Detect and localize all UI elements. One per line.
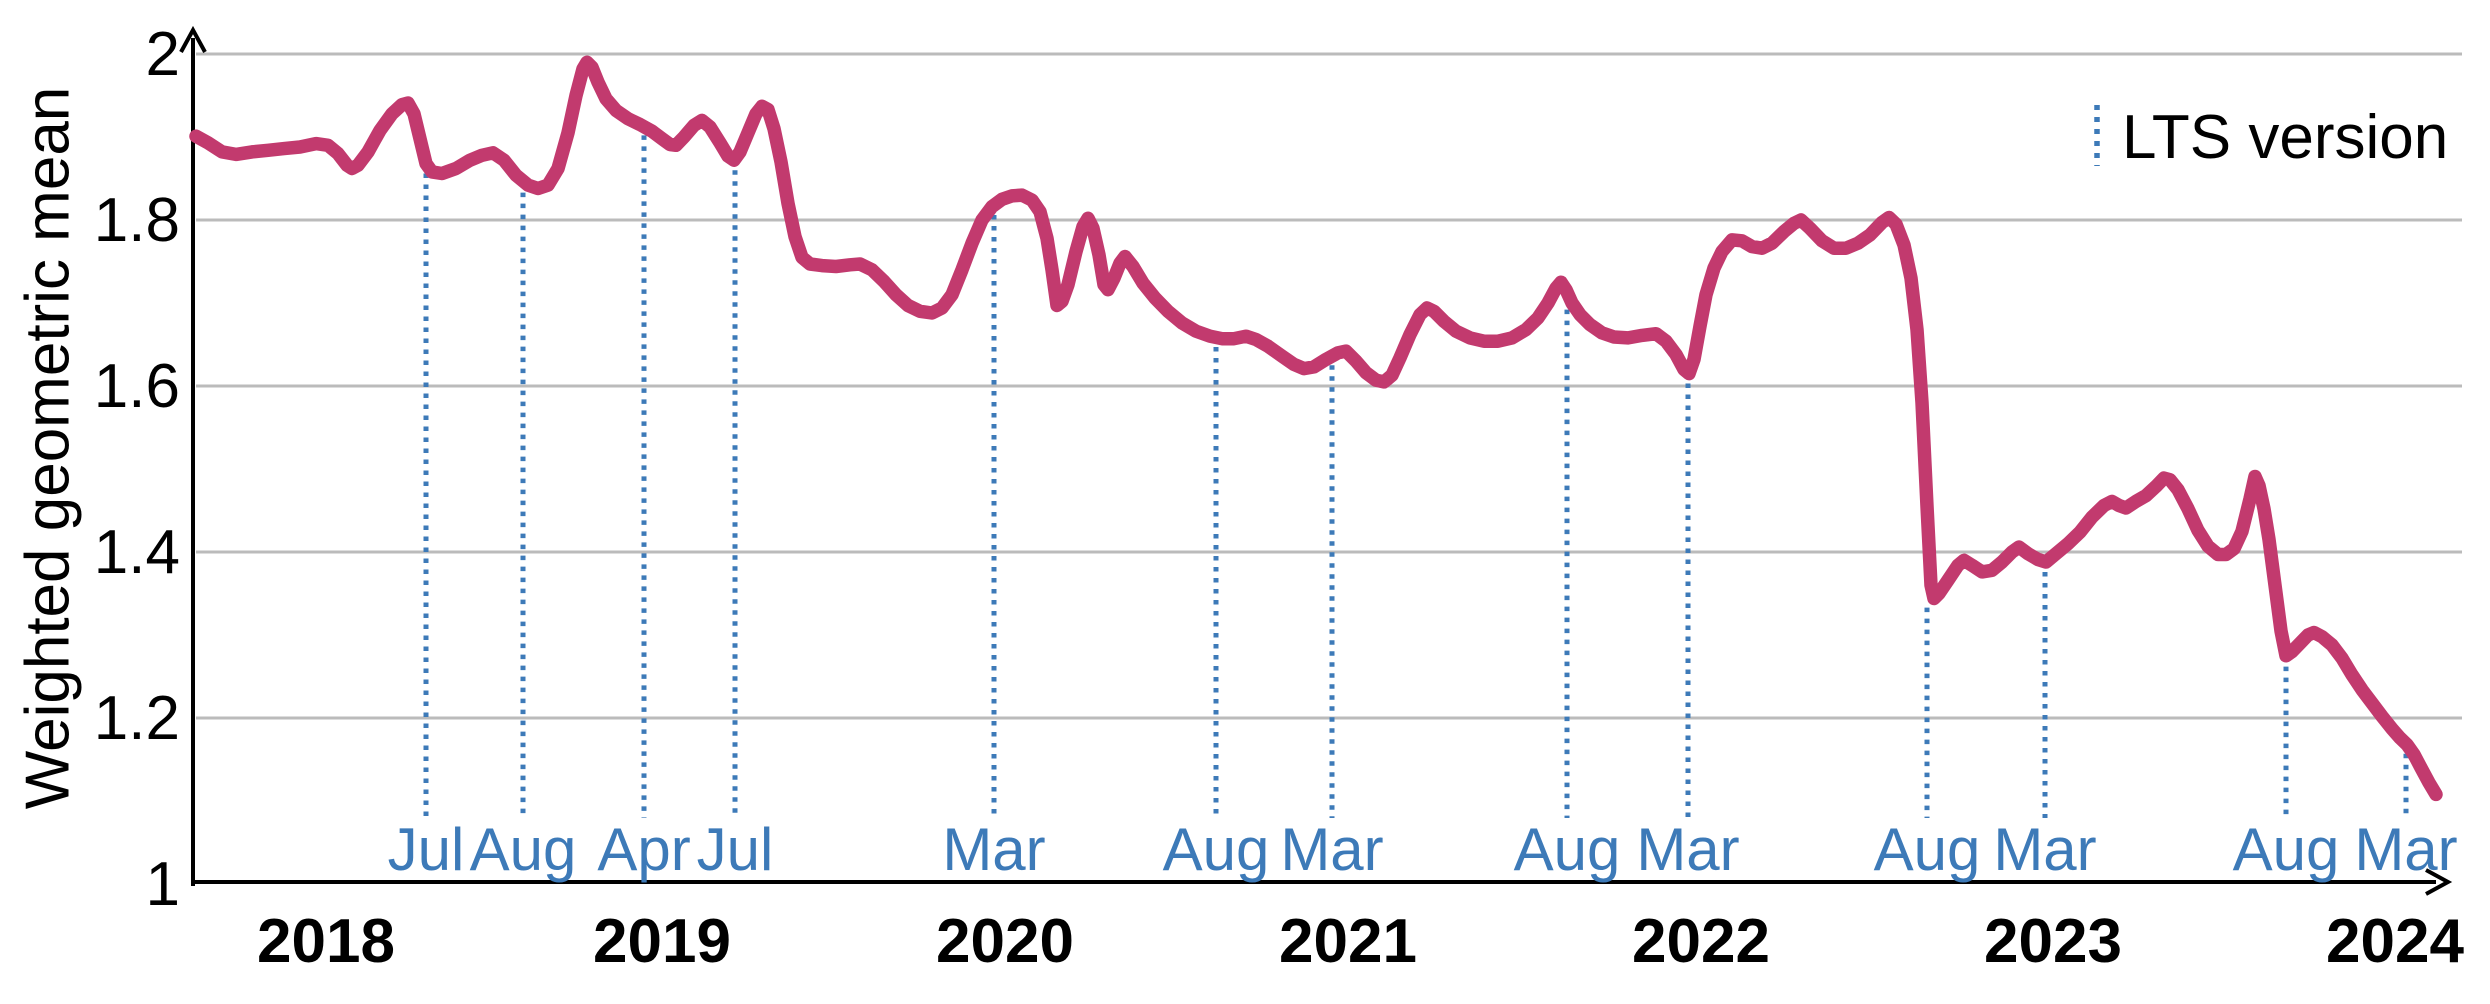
- lts-month-label: Aug: [470, 816, 577, 883]
- year-labels-group: 2018 2019 2020 2021 2022 2023 2024: [257, 907, 2464, 976]
- y-tick-labels-group: 1 1.2 1.4 1.6 1.8 2: [94, 20, 180, 919]
- legend-label: LTS version: [2122, 103, 2449, 172]
- lts-month-label: Mar: [1636, 816, 1739, 883]
- lts-month-label: Jul: [388, 816, 465, 883]
- lts-month-label: Mar: [2354, 816, 2457, 883]
- lts-markers-group: Jul Aug Apr Jul Mar Aug Mar Aug Mar Aug Mar Aug Mar: [388, 135, 2458, 883]
- y-tick-label: 1.8: [94, 186, 180, 255]
- y-axis-title: Weighted geometric mean: [13, 86, 83, 810]
- series-line-weighted-geometric-mean: [189, 55, 2443, 802]
- x-year-label: 2024: [2326, 907, 2464, 976]
- x-axis-arrow-icon: [2425, 868, 2453, 896]
- lts-month-label: Aug: [2233, 816, 2340, 883]
- lts-month-label: Aug: [1163, 816, 1270, 883]
- x-year-label: 2018: [257, 907, 395, 976]
- axes-group: [179, 25, 2453, 896]
- lts-month-label: Jul: [697, 816, 774, 883]
- x-year-label: 2019: [593, 907, 731, 976]
- lts-month-label: Mar: [942, 816, 1045, 883]
- x-year-label: 2020: [936, 907, 1074, 976]
- x-year-label: 2023: [1984, 907, 2122, 976]
- lts-month-label: Mar: [1993, 816, 2096, 883]
- lts-month-label: Aug: [1874, 816, 1981, 883]
- y-tick-label: 1: [146, 850, 180, 919]
- lts-month-label: Apr: [597, 816, 690, 883]
- lts-month-label: Mar: [1280, 816, 1383, 883]
- y-tick-label: 1.4: [94, 518, 180, 587]
- y-tick-label: 2: [146, 20, 180, 89]
- y-axis-arrow-icon: [179, 25, 207, 53]
- lts-month-label: Aug: [1514, 816, 1621, 883]
- x-year-label: 2021: [1279, 907, 1417, 976]
- gridlines-group: [196, 52, 2462, 720]
- x-year-label: 2022: [1632, 907, 1770, 976]
- y-tick-label: 1.6: [94, 352, 180, 421]
- y-tick-label: 1.2: [94, 684, 180, 753]
